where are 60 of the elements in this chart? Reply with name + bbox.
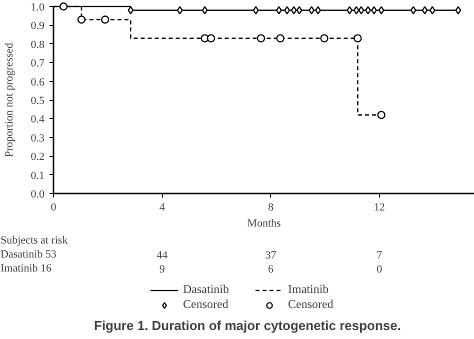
point: [284, 6, 290, 14]
y-tick-label: 0.2: [30, 151, 44, 164]
y-tick-label: 0.9: [30, 20, 45, 32]
point: [353, 6, 360, 14]
point: [320, 34, 328, 42]
x-tick-label: 0: [50, 202, 57, 214]
y-axis-title: Proportion not progressed: [4, 42, 16, 158]
point: [256, 34, 266, 42]
legend-label: Imatinib: [288, 282, 330, 297]
point: [358, 6, 364, 14]
point: [378, 6, 384, 14]
y-tick-label: 0.5: [30, 95, 45, 107]
legend-label: Censored: [183, 297, 230, 312]
text: 0: [376, 264, 383, 276]
y-tick-label: 0.6: [30, 76, 45, 88]
point: [365, 6, 371, 14]
y-tick-label: 0.8: [30, 38, 45, 51]
text: Dasatinib 53: [0, 248, 57, 260]
point: [377, 110, 386, 120]
point: [202, 6, 208, 14]
point: [346, 6, 352, 14]
legend-label: Dasatinib: [183, 282, 230, 297]
point: [354, 34, 362, 42]
x-tick-label: 4: [159, 202, 166, 214]
y-tick-label: 0.4: [30, 114, 45, 126]
point: [252, 6, 259, 14]
y-tick-label: 0.3: [30, 132, 45, 144]
point: [59, 2, 68, 11]
point: [422, 6, 428, 14]
point: [128, 6, 134, 14]
text: 6: [268, 264, 274, 276]
point: [410, 6, 416, 14]
point: [101, 15, 110, 24]
point: [290, 6, 297, 14]
point: [315, 6, 321, 14]
y-tick-label: 1.0: [30, 2, 45, 14]
point: [276, 34, 284, 42]
point: [296, 6, 302, 14]
text: Imatinib 16: [0, 262, 52, 274]
x-tick-label: 8: [268, 202, 274, 214]
text: Subjects at risk: [0, 234, 68, 246]
point: [308, 6, 314, 14]
y-tick-label: 0.1: [30, 170, 44, 182]
y-tick-label: 0.0: [30, 188, 45, 200]
x-axis-title: Months: [247, 218, 281, 230]
point: [77, 15, 86, 24]
point: [371, 6, 377, 14]
x-tick-label: 12: [374, 202, 385, 214]
text: 44: [156, 250, 168, 262]
point: [455, 6, 462, 14]
point: [276, 6, 282, 14]
point: [206, 34, 216, 42]
text: 37: [265, 250, 277, 262]
text: 7: [376, 250, 383, 262]
text: Figure 1. Duration of major cytogenetic response.: [94, 318, 402, 333]
text: 9: [159, 264, 166, 276]
legend-label: Censored: [288, 297, 334, 312]
point: [176, 6, 183, 14]
point: [429, 6, 436, 14]
y-tick-label: 0.7: [30, 58, 45, 70]
